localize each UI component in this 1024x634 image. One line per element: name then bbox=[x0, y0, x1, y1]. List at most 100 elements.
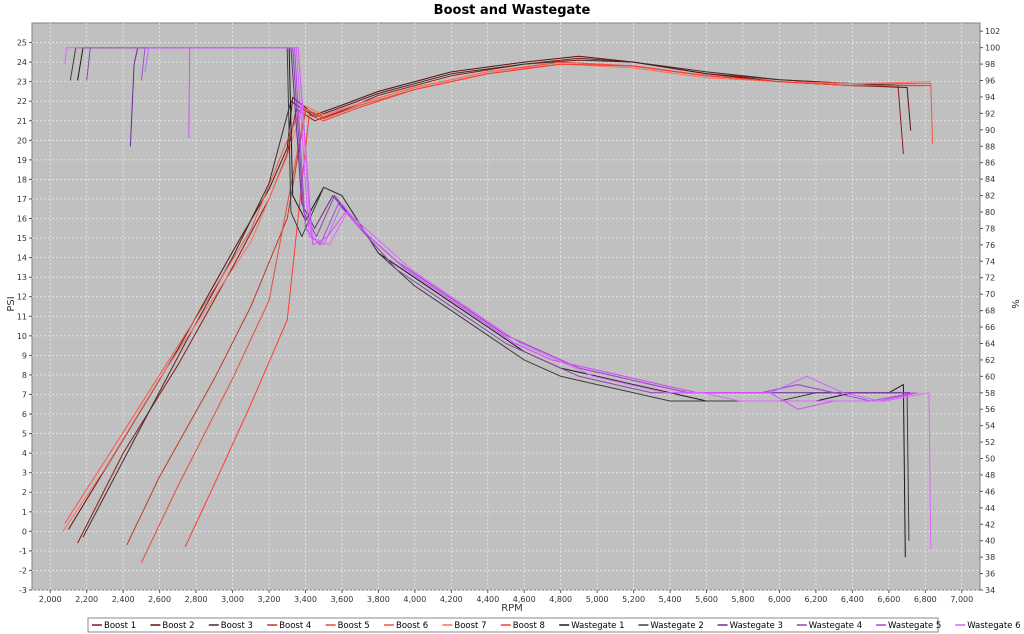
y-left-tick-label: 2 bbox=[22, 488, 27, 497]
x-tick-label: 7,000 bbox=[950, 595, 973, 604]
y-left-tick-label: 5 bbox=[22, 430, 27, 439]
y-left-axis-label: PSI bbox=[6, 296, 17, 311]
legend-label: Boost 4 bbox=[279, 621, 311, 631]
x-tick-label: 4,400 bbox=[476, 595, 499, 604]
y-right-tick-label: 46 bbox=[985, 487, 995, 496]
y-right-tick-label: 42 bbox=[985, 520, 995, 529]
y-left-tick-label: 22 bbox=[17, 97, 27, 106]
y-right-tick-label: 52 bbox=[985, 438, 995, 447]
x-tick-label: 3,200 bbox=[258, 595, 281, 604]
y-left-tick-label: 17 bbox=[17, 195, 27, 204]
x-tick-label: 4,200 bbox=[440, 595, 463, 604]
x-tick-label: 5,400 bbox=[659, 595, 682, 604]
x-tick-label: 3,600 bbox=[330, 595, 353, 604]
legend-item: Boost 8 bbox=[500, 621, 545, 631]
legend-item: Wastegate 6 bbox=[955, 621, 1021, 631]
y-right-tick-label: 58 bbox=[985, 389, 995, 398]
y-right-tick-label: 36 bbox=[985, 570, 995, 579]
legend-item: Boost 5 bbox=[325, 621, 370, 631]
y-right-tick-label: 82 bbox=[985, 192, 995, 201]
plot-area bbox=[31, 22, 981, 591]
y-right-tick-label: 98 bbox=[985, 60, 995, 69]
x-tick-label: 3,000 bbox=[221, 595, 244, 604]
legend-item: Boost 4 bbox=[267, 621, 311, 631]
x-axis-ticks: 2,000 2,200 2,400 2,600 2,800 3,000 3,200 3,400… bbox=[39, 590, 973, 604]
legend-label: Boost 6 bbox=[396, 621, 428, 631]
legend-box bbox=[87, 617, 939, 633]
legend-label: Boost 5 bbox=[338, 621, 370, 631]
y-right-tick-label: 40 bbox=[985, 537, 995, 546]
y-left-tick-label: 19 bbox=[17, 156, 27, 165]
y-right-tick-label: 94 bbox=[985, 93, 995, 102]
y-left-tick-label: 3 bbox=[22, 469, 27, 478]
x-tick-label: 4,000 bbox=[403, 595, 426, 604]
y-right-tick-label: 72 bbox=[985, 274, 995, 283]
y-right-tick-label: 80 bbox=[985, 208, 995, 217]
y-left-tick-label: 14 bbox=[17, 254, 27, 263]
y-right-tick-label: 62 bbox=[985, 356, 995, 365]
y-right-tick-label: 74 bbox=[985, 257, 995, 266]
legend-label: Boost 2 bbox=[162, 621, 194, 631]
legend-item: Boost 7 bbox=[442, 621, 487, 631]
y-left-tick-label: 11 bbox=[17, 312, 27, 321]
x-tick-label: 6,600 bbox=[877, 595, 900, 604]
legend-item: Boost 1 bbox=[92, 621, 136, 631]
legend-item: Boost 3 bbox=[208, 621, 253, 631]
y-right-tick-label: 48 bbox=[985, 471, 995, 480]
x-tick-label: 5,000 bbox=[586, 595, 609, 604]
y-right-tick-label: 68 bbox=[985, 307, 995, 316]
legend-label: Wastegate 1 bbox=[571, 621, 624, 631]
x-tick-label: 2,200 bbox=[75, 595, 98, 604]
y-left-tick-label: 24 bbox=[17, 58, 27, 67]
series-line-wastegate-8 bbox=[64, 47, 932, 549]
y-left-tick-label: 21 bbox=[17, 117, 27, 126]
legend-item: Wastegate 2 bbox=[638, 621, 704, 631]
legend-item: Wastegate 3 bbox=[717, 621, 783, 631]
y-left-tick-label: 9 bbox=[22, 351, 27, 360]
x-tick-label: 6,400 bbox=[841, 595, 864, 604]
y-right-tick-label: 90 bbox=[985, 126, 995, 135]
x-tick-label: 5,600 bbox=[695, 595, 718, 604]
legend-label: Boost 8 bbox=[513, 621, 545, 631]
y-right-tick-label: 56 bbox=[985, 405, 995, 414]
legend-item: Wastegate 4 bbox=[796, 621, 862, 631]
legend-label: Boost 1 bbox=[104, 621, 136, 631]
y-right-tick-label: 86 bbox=[985, 159, 995, 168]
x-tick-label: 6,800 bbox=[914, 595, 937, 604]
series-line-boost-7 bbox=[62, 63, 931, 532]
y-left-tick-label: 4 bbox=[22, 449, 27, 458]
series-line-boost-8 bbox=[184, 63, 931, 548]
series-lines bbox=[62, 47, 934, 563]
y-right-tick-label: 50 bbox=[985, 455, 995, 464]
legend: Boost 1 Boost 2 Boost 3 Boost 4 Boost 5 Boost… bbox=[92, 621, 1021, 631]
y-right-tick-label: 78 bbox=[985, 224, 995, 233]
legend-label: Wastegate 2 bbox=[650, 621, 703, 631]
y-left-tick-label: 10 bbox=[17, 332, 27, 341]
x-tick-label: 3,800 bbox=[367, 595, 390, 604]
y-left-tick-label: -2 bbox=[19, 566, 27, 575]
x-tick-label: 4,600 bbox=[513, 595, 536, 604]
y-right-tick-label: 84 bbox=[985, 175, 995, 184]
y-left-tick-label: 6 bbox=[22, 410, 27, 419]
y-right-tick-label: 76 bbox=[985, 241, 995, 250]
legend-item: Wastegate 1 bbox=[559, 621, 625, 631]
y-right-tick-label: 100 bbox=[985, 44, 1000, 53]
y-right-tick-label: 38 bbox=[985, 553, 995, 562]
x-tick-label: 2,800 bbox=[185, 595, 208, 604]
legend-label: Wastegate 4 bbox=[809, 621, 862, 631]
y-right-axis-ticks: 34 36 38 40 42 44 46 48 50 52 54 56 58 60 62 64 66 68 70 72… bbox=[980, 27, 1000, 595]
y-right-tick-label: 102 bbox=[985, 27, 1000, 36]
y-left-tick-label: 7 bbox=[22, 390, 27, 399]
legend-label: Wastegate 5 bbox=[888, 621, 941, 631]
grid bbox=[32, 23, 980, 591]
x-tick-label: 6,200 bbox=[804, 595, 827, 604]
x-tick-label: 2,000 bbox=[39, 595, 62, 604]
x-tick-label: 4,800 bbox=[549, 595, 572, 604]
legend-label: Wastegate 3 bbox=[730, 621, 783, 631]
y-right-tick-label: 60 bbox=[985, 372, 995, 381]
legend-item: Boost 6 bbox=[384, 621, 428, 631]
legend-label: Boost 3 bbox=[221, 621, 253, 631]
legend-item: Wastegate 5 bbox=[876, 621, 941, 631]
y-right-tick-label: 44 bbox=[985, 504, 995, 513]
